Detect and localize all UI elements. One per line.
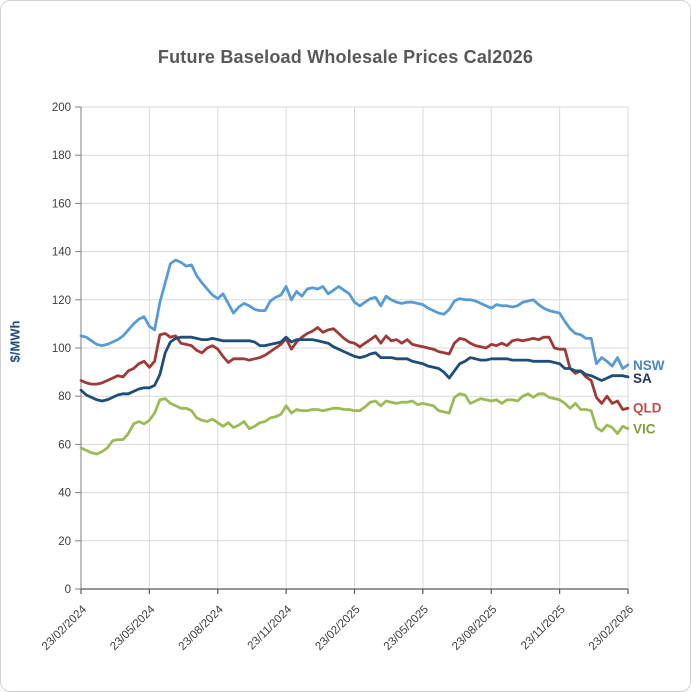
- series-label-sa: SA: [633, 371, 652, 386]
- x-tick-label: 23/11/2025: [519, 604, 568, 653]
- series-label-nsw: NSW: [633, 358, 665, 373]
- series-line-vic: [79, 392, 630, 456]
- chart-title: Future Baseload Wholesale Prices Cal2026: [157, 47, 534, 67]
- y-tick-label: 180: [52, 150, 71, 162]
- y-tick-label: 40: [58, 488, 71, 500]
- x-tick-label: 23/08/2025: [450, 604, 499, 653]
- x-tick-label: 23/02/2026: [587, 604, 636, 653]
- x-tick-label: 23/08/2024: [177, 603, 227, 653]
- series-line-qld: [79, 326, 630, 411]
- y-tick-label: 200: [52, 102, 71, 114]
- x-tick-label: 23/02/2025: [313, 604, 362, 653]
- y-tick-label: 100: [52, 343, 71, 355]
- y-tick-label: 160: [52, 198, 71, 210]
- x-tick-label: 23/11/2024: [246, 603, 295, 652]
- series-label-qld: QLD: [633, 400, 662, 415]
- x-tick-label: 23/02/2024: [40, 603, 90, 653]
- y-tick-label: 80: [58, 391, 71, 403]
- y-tick-label: 120: [52, 295, 71, 307]
- y-tick-label: 0: [65, 584, 71, 596]
- y-tick-label: 140: [52, 247, 71, 259]
- series-label-vic: VIC: [633, 422, 656, 437]
- series-line-sa: [79, 335, 630, 403]
- y-tick-label: 20: [58, 536, 71, 548]
- x-tick-label: 23/05/2024: [108, 603, 158, 653]
- series-line-nsw: [79, 258, 630, 370]
- y-tick-label: 60: [58, 439, 71, 451]
- x-tick-label: 23/05/2025: [382, 604, 431, 653]
